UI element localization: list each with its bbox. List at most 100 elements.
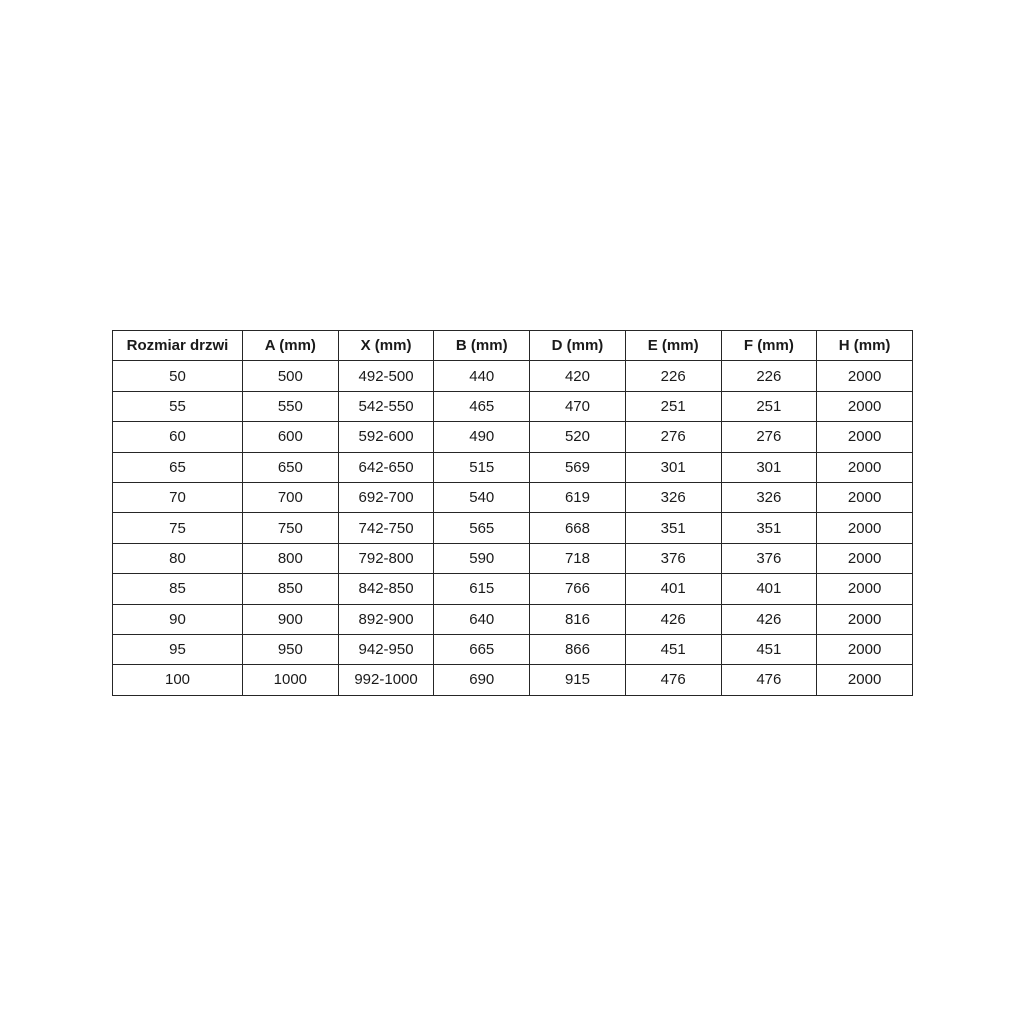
row-size-cell: 90 bbox=[112, 603, 243, 635]
door-dimensions-table: Rozmiar drzwi A (mm) X (mm) B (mm) D (mm) E (… bbox=[112, 329, 913, 696]
table-row: 70 700 692-700 540 619 326 326 2000 bbox=[112, 481, 913, 514]
column-header: D (mm) bbox=[529, 329, 626, 362]
dimension-cell: 251 bbox=[624, 390, 722, 423]
dimension-cell: 2000 bbox=[816, 573, 913, 605]
header-row: Rozmiar drzwi A (mm) X (mm) B (mm) D (mm) E (… bbox=[112, 329, 913, 362]
dimension-cell: 742-750 bbox=[337, 512, 435, 544]
row-size-cell: 95 bbox=[112, 633, 243, 666]
dimension-cell: 1000 bbox=[242, 664, 339, 696]
dimension-cell: 850 bbox=[242, 573, 339, 605]
dimension-cell: 792-800 bbox=[337, 542, 435, 575]
column-header: X (mm) bbox=[337, 329, 435, 362]
dimension-cell: 915 bbox=[529, 664, 626, 696]
dimension-cell: 750 bbox=[242, 512, 339, 544]
row-size-cell: 100 bbox=[112, 664, 243, 696]
dimension-cell: 2000 bbox=[816, 633, 913, 666]
dimension-cell: 515 bbox=[433, 451, 531, 483]
dimension-cell: 2000 bbox=[816, 390, 913, 423]
dimension-cell: 600 bbox=[242, 421, 339, 453]
row-size-cell: 65 bbox=[112, 451, 243, 483]
dimension-cell: 451 bbox=[720, 633, 818, 666]
dimension-cell: 226 bbox=[720, 360, 818, 392]
table-row: 85 850 842-850 615 766 401 401 2000 bbox=[112, 573, 913, 605]
row-size-cell: 85 bbox=[112, 573, 243, 605]
dimension-cell: 2000 bbox=[816, 481, 913, 514]
table-row: 50 500 492-500 440 420 226 226 2000 bbox=[112, 360, 913, 392]
dimension-cell: 692-700 bbox=[337, 481, 435, 514]
dimension-cell: 351 bbox=[720, 512, 818, 544]
table-row: 80 800 792-800 590 718 376 376 2000 bbox=[112, 542, 913, 575]
dimension-cell: 276 bbox=[624, 421, 722, 453]
dimension-cell: 251 bbox=[720, 390, 818, 423]
dimension-cell: 490 bbox=[433, 421, 531, 453]
row-size-cell: 75 bbox=[112, 512, 243, 544]
dimension-cell: 700 bbox=[242, 481, 339, 514]
dimension-cell: 470 bbox=[529, 390, 626, 423]
dimension-cell: 718 bbox=[529, 542, 626, 575]
dimension-cell: 351 bbox=[624, 512, 722, 544]
dimension-cell: 420 bbox=[529, 360, 626, 392]
dimension-cell: 766 bbox=[529, 573, 626, 605]
dimension-cell: 665 bbox=[433, 633, 531, 666]
dimension-cell: 590 bbox=[433, 542, 531, 575]
dimension-cell: 276 bbox=[720, 421, 818, 453]
dimension-cell: 800 bbox=[242, 542, 339, 575]
dimension-cell: 2000 bbox=[816, 451, 913, 483]
table-row: 95 950 942-950 665 866 451 451 2000 bbox=[112, 633, 913, 666]
dimension-cell: 569 bbox=[529, 451, 626, 483]
dimension-cell: 668 bbox=[529, 512, 626, 544]
dimension-cell: 376 bbox=[624, 542, 722, 575]
dimension-cell: 492-500 bbox=[337, 360, 435, 392]
row-size-cell: 55 bbox=[112, 390, 243, 423]
table-head: Rozmiar drzwi A (mm) X (mm) B (mm) D (mm) E (… bbox=[112, 329, 913, 362]
row-size-cell: 50 bbox=[112, 360, 243, 392]
dimension-cell: 376 bbox=[720, 542, 818, 575]
dimension-cell: 619 bbox=[529, 481, 626, 514]
dimension-cell: 2000 bbox=[816, 664, 913, 696]
dimension-cell: 401 bbox=[624, 573, 722, 605]
dimension-cell: 401 bbox=[720, 573, 818, 605]
dimension-cell: 2000 bbox=[816, 421, 913, 453]
dimension-cell: 650 bbox=[242, 451, 339, 483]
dimension-cell: 465 bbox=[433, 390, 531, 423]
dimension-cell: 440 bbox=[433, 360, 531, 392]
dimension-cell: 500 bbox=[242, 360, 339, 392]
table-row: 90 900 892-900 640 816 426 426 2000 bbox=[112, 603, 913, 635]
dimension-cell: 426 bbox=[624, 603, 722, 635]
dimension-cell: 326 bbox=[624, 481, 722, 514]
dimension-cell: 690 bbox=[433, 664, 531, 696]
column-header: E (mm) bbox=[624, 329, 722, 362]
dimension-cell: 426 bbox=[720, 603, 818, 635]
table-body: 50 500 492-500 440 420 226 226 2000 55 550 542-550… bbox=[112, 360, 913, 696]
table-row: 100 1000 992-1000 690 915 476 476 2000 bbox=[112, 664, 913, 696]
dimension-cell: 565 bbox=[433, 512, 531, 544]
column-header: A (mm) bbox=[242, 329, 339, 362]
dimension-cell: 642-650 bbox=[337, 451, 435, 483]
dimension-cell: 866 bbox=[529, 633, 626, 666]
dimension-cell: 892-900 bbox=[337, 603, 435, 635]
dimension-cell: 592-600 bbox=[337, 421, 435, 453]
row-size-cell: 80 bbox=[112, 542, 243, 575]
dimension-cell: 640 bbox=[433, 603, 531, 635]
dimension-cell: 476 bbox=[720, 664, 818, 696]
column-header: H (mm) bbox=[816, 329, 913, 362]
table-row: 60 600 592-600 490 520 276 276 2000 bbox=[112, 421, 913, 453]
table-row: 75 750 742-750 565 668 351 351 2000 bbox=[112, 512, 913, 544]
column-header: B (mm) bbox=[433, 329, 531, 362]
dimension-cell: 550 bbox=[242, 390, 339, 423]
dimension-cell: 301 bbox=[624, 451, 722, 483]
dimension-cell: 816 bbox=[529, 603, 626, 635]
dimension-cell: 950 bbox=[242, 633, 339, 666]
row-size-cell: 60 bbox=[112, 421, 243, 453]
dimension-cell: 542-550 bbox=[337, 390, 435, 423]
dimension-cell: 301 bbox=[720, 451, 818, 483]
dimension-cell: 476 bbox=[624, 664, 722, 696]
dimension-cell: 2000 bbox=[816, 360, 913, 392]
table-row: 65 650 642-650 515 569 301 301 2000 bbox=[112, 451, 913, 483]
column-header: Rozmiar drzwi bbox=[112, 329, 243, 362]
dimension-cell: 520 bbox=[529, 421, 626, 453]
dimension-cell: 842-850 bbox=[337, 573, 435, 605]
dimension-cell: 992-1000 bbox=[337, 664, 435, 696]
dimension-cell: 451 bbox=[624, 633, 722, 666]
